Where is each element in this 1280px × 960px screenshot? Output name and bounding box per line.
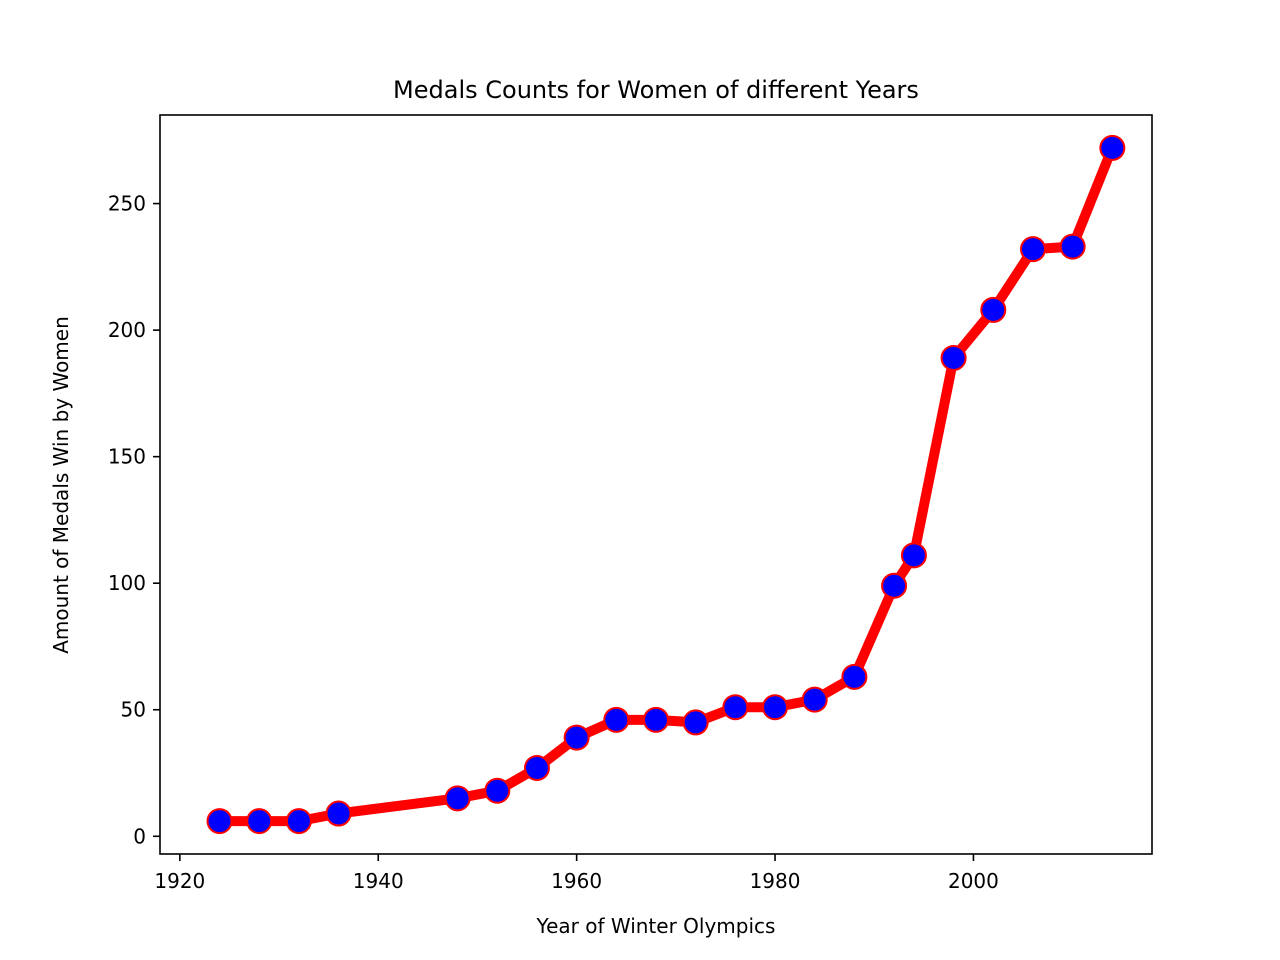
plot-area [206,134,1126,835]
chart-title: Medals Counts for Women of different Yea… [393,76,919,104]
data-point [980,296,1007,323]
data-point [1059,233,1086,260]
y-tick-label: 0 [133,824,146,848]
y-axis-label: Amount of Medals Win by Women [49,316,73,654]
x-tick-label: 1960 [551,869,602,893]
y-axis: 0 50 100 150 200 250 [108,192,160,848]
series-line [214,142,1118,827]
data-point [682,709,709,736]
data-point [1019,236,1046,263]
data-point [444,785,471,812]
data-point [285,808,312,835]
data-point [762,694,789,721]
data-point [900,542,927,569]
data-point [940,344,967,371]
x-tick-label: 1920 [154,869,205,893]
data-point [523,754,550,781]
x-axis-label: Year of Winter Olympics [536,914,776,938]
data-point [603,706,630,733]
data-point [881,572,908,599]
data-point [801,686,828,713]
x-tick-label: 2000 [948,869,999,893]
y-tick-label: 50 [121,698,146,722]
data-point [206,808,233,835]
data-point [722,694,749,721]
x-tick-label: 1940 [353,869,404,893]
y-tick-label: 250 [108,192,146,216]
y-tick-label: 100 [108,571,146,595]
data-point [563,724,590,751]
x-axis: 1920 1940 1960 1980 2000 [154,854,999,893]
data-point [484,777,511,804]
x-tick-label: 1980 [750,869,801,893]
data-point [325,800,352,827]
data-point [841,663,868,690]
y-tick-label: 200 [108,318,146,342]
y-tick-label: 150 [108,445,146,469]
data-point [1099,134,1126,161]
data-point [643,706,669,733]
data-point [246,808,273,835]
axes-frame [159,114,1153,855]
